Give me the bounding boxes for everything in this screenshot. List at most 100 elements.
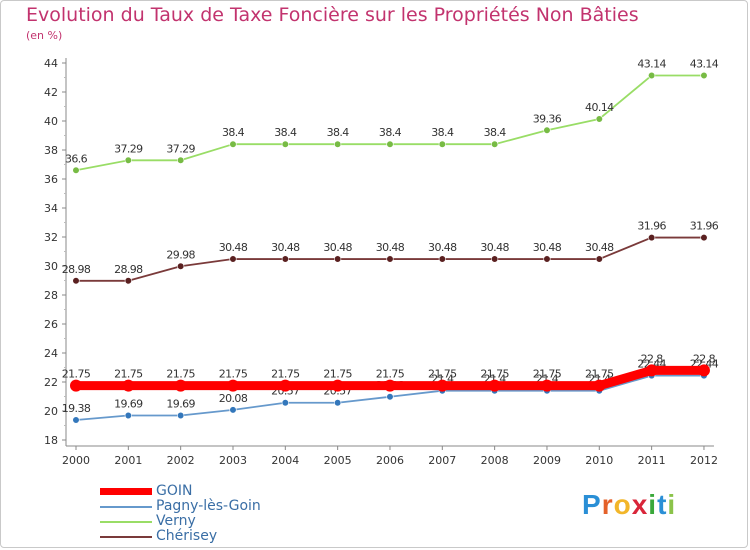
data-point-verny [72,166,80,174]
x-tick-label: 2000 [62,454,90,467]
data-label-ch-risey: 30.48 [323,241,352,254]
data-point-verny [334,140,342,148]
data-point-verny [700,71,708,80]
chart-legend: GOIN Pagny-lès-Goin Verny Chérisey [100,484,300,544]
data-label-verny: 38.4 [274,126,297,139]
x-tick-label: 2011 [638,454,666,467]
data-label-goin: 21.75 [271,368,300,381]
y-tick-label: 30 [44,260,58,273]
data-label-goin: 22.8 [641,352,664,365]
y-tick-label: 26 [44,318,58,331]
data-label-pagny-l-s-goin: 19.69 [114,397,143,410]
data-point-ch-risey [491,255,499,263]
data-point-verny [386,140,394,148]
legend-item: Pagny-lès-Goin [100,499,300,514]
data-label-goin: 21.75 [114,368,143,381]
data-point-pagny-l-s-goin [386,393,394,401]
data-label-verny: 38.4 [379,126,402,139]
data-label-ch-risey: 30.48 [376,241,405,254]
x-tick-label: 2005 [324,454,352,467]
data-label-verny: 38.4 [327,126,350,139]
data-point-verny [229,140,237,148]
data-point-pagny-l-s-goin [177,411,185,420]
legend-swatch [100,506,152,508]
legend-item: Verny [100,514,300,529]
legend-label: GOIN [156,483,193,499]
chart-title: Evolution du Taux de Taxe Foncière sur l… [26,4,639,26]
x-tick-label: 2002 [167,454,195,467]
legend-item: GOIN [100,484,300,499]
logo-letter: r [601,489,614,520]
data-point-ch-risey [438,255,446,263]
data-label-verny: 38.4 [484,126,507,139]
logo-letter: x [631,489,649,520]
data-point-ch-risey [648,233,656,242]
y-tick-label: 28 [44,289,58,302]
logo-letter: i [648,489,658,520]
data-point-verny [543,126,551,134]
y-tick-label: 20 [44,405,58,418]
y-tick-label: 34 [44,202,58,215]
y-tick-label: 36 [44,173,58,186]
data-point-ch-risey [386,255,394,263]
data-point-pagny-l-s-goin [72,416,80,424]
data-point-goin [540,379,553,392]
data-label-verny: 38.4 [222,126,245,139]
data-label-goin: 21.75 [533,368,562,381]
data-point-verny [438,140,446,148]
data-label-verny: 36.6 [65,152,88,165]
x-tick-label: 2007 [428,454,456,467]
series-line-verny [75,74,704,172]
data-label-verny: 39.36 [533,112,562,125]
y-tick-label: 44 [44,57,58,70]
chart-unit-subtitle: (en %) [26,29,63,42]
data-label-ch-risey: 30.48 [480,241,509,254]
data-point-goin [279,379,292,392]
data-label-ch-risey: 30.48 [533,241,562,254]
data-label-goin: 22.8 [693,352,716,365]
legend-label: Verny [156,513,196,529]
y-tick-label: 18 [44,434,58,447]
data-label-verny: 43.14 [637,57,666,70]
data-point-goin [593,379,606,392]
data-point-pagny-l-s-goin [334,399,342,407]
data-point-ch-risey [177,262,185,270]
x-tick-label: 2012 [690,454,718,467]
data-label-ch-risey: 31.96 [637,220,666,233]
data-label-pagny-l-s-goin: 19.69 [166,397,195,410]
y-tick-label: 38 [44,144,58,157]
data-point-goin [645,364,658,377]
data-label-goin: 21.75 [428,368,457,381]
data-label-goin: 21.75 [585,368,614,381]
y-tick-label: 42 [44,86,58,99]
legend-label: Pagny-lès-Goin [156,498,261,514]
legend-swatch [100,536,152,538]
data-label-goin: 21.75 [323,368,352,381]
data-label-ch-risey: 30.48 [219,241,248,254]
legend-label: Chérisey [156,528,218,544]
proxiti-logo: Proxiti [582,489,676,521]
data-point-goin [226,379,239,392]
data-point-verny [281,140,289,148]
data-point-ch-risey [595,255,603,263]
data-label-ch-risey: 30.48 [585,241,614,254]
x-tick-label: 2009 [533,454,561,467]
data-point-ch-risey [334,255,342,263]
data-point-goin [383,379,396,392]
data-point-verny [648,71,656,80]
y-tick-label: 22 [44,376,58,389]
data-label-ch-risey: 30.48 [428,241,457,254]
data-label-verny: 43.14 [690,57,719,70]
data-label-verny: 37.29 [114,142,143,155]
data-point-goin [122,379,135,392]
data-point-verny [124,156,132,164]
data-label-verny: 40.14 [585,101,614,114]
data-label-ch-risey: 29.98 [166,248,195,261]
data-point-goin [174,379,187,392]
logo-letter: o [613,489,632,520]
data-label-ch-risey: 28.98 [62,263,91,276]
data-point-ch-risey [700,233,708,242]
y-tick-label: 24 [44,347,58,360]
data-label-pagny-l-s-goin: 19.38 [62,402,91,415]
